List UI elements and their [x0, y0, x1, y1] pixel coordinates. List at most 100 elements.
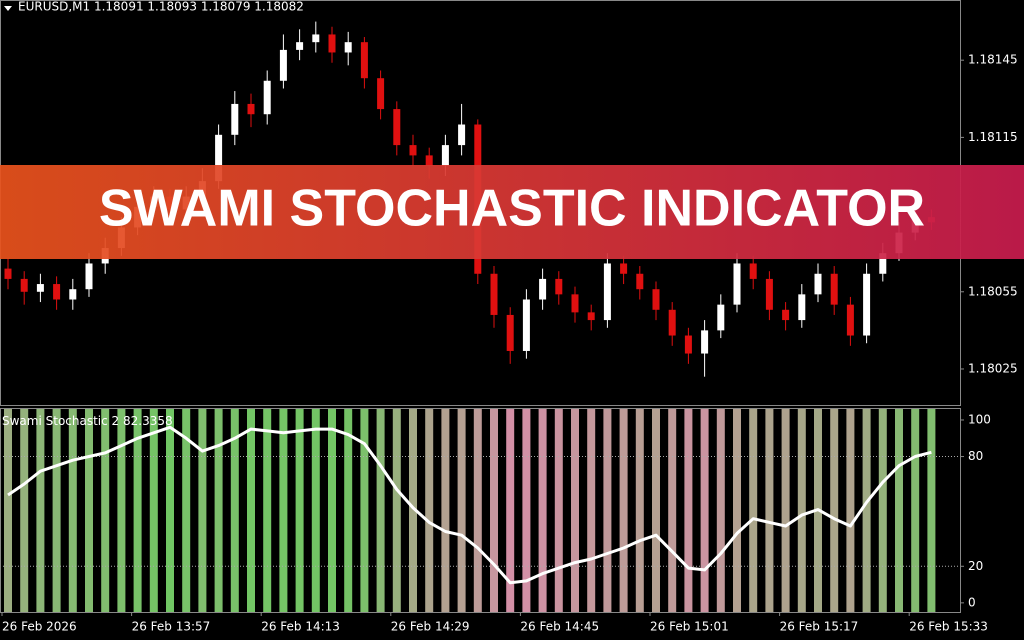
y-tick-label: 100 — [968, 412, 991, 426]
indicator-bar — [409, 409, 417, 612]
candle-body — [279, 49, 287, 81]
indicator-bar — [716, 409, 725, 612]
candle-body — [20, 278, 28, 292]
indicator-bar — [133, 409, 142, 612]
candle-body — [717, 304, 725, 331]
candle-body — [539, 278, 547, 300]
candle-body — [409, 145, 417, 156]
indicator-bar — [797, 409, 806, 612]
candle-body — [863, 273, 871, 336]
candle-body — [620, 263, 628, 274]
indicator-bar — [198, 409, 207, 612]
candle-body — [733, 263, 741, 305]
indicator-bar — [247, 409, 255, 612]
indicator-bar — [392, 409, 401, 612]
indicator-bar — [765, 409, 774, 612]
indicator-bar — [101, 409, 110, 612]
x-tick-label: 26 Feb 15:17 — [780, 620, 859, 634]
indicator-bar — [214, 409, 223, 612]
indicator-bar — [376, 409, 385, 612]
banner-text: SWAMI STOCHASTIC INDICATOR — [99, 180, 925, 238]
y-tick-label: 80 — [968, 449, 983, 463]
indicator-bar — [749, 409, 758, 612]
candle-body — [798, 294, 806, 321]
indicator-bar — [4, 409, 12, 612]
candle-body — [814, 273, 822, 295]
indicator-bar — [668, 409, 677, 612]
candle-body — [312, 34, 320, 43]
indicator-bar — [457, 409, 466, 612]
symbol-title: EURUSD,M1 1.18091 1.18093 1.18079 1.1808… — [18, 0, 304, 14]
indicator-value: 82.3358 — [123, 414, 173, 428]
indicator-bar — [700, 409, 709, 612]
candle-body — [425, 155, 433, 166]
indicator-bar — [117, 409, 126, 612]
indicator-bar — [311, 409, 320, 612]
candle-body — [441, 145, 449, 166]
y-tick-label: 20 — [968, 559, 983, 573]
candle-body — [490, 273, 498, 315]
indicator-bar — [295, 409, 304, 612]
indicator-bar — [733, 409, 741, 612]
indicator-bar — [182, 409, 191, 612]
candle-body — [506, 314, 514, 351]
candle-body — [603, 263, 611, 321]
candle-body — [749, 263, 757, 279]
indicator-bar — [230, 409, 239, 612]
candle-body — [393, 109, 401, 146]
indicator-bar — [635, 409, 644, 612]
indicator-bar — [781, 409, 790, 612]
candle-body — [587, 312, 595, 321]
indicator-bar — [506, 409, 515, 612]
indicator-bar — [895, 409, 903, 612]
indicator-bar — [344, 409, 353, 612]
x-tick-label: 26 Feb 14:13 — [261, 620, 340, 634]
indicator-bar — [571, 409, 579, 612]
indicator-bar — [862, 409, 871, 612]
candle-body — [247, 103, 255, 115]
candle-body — [328, 34, 336, 53]
indicator-bar — [522, 409, 531, 612]
candle-body — [53, 284, 61, 300]
indicator-title: Swami Stochastic 2 82.3358 — [2, 414, 173, 428]
candle-body — [231, 103, 239, 135]
candle-body — [458, 124, 466, 146]
indicator-bar — [652, 409, 660, 612]
y-tick-label: 1.18055 — [968, 284, 1018, 298]
y-tick-label: 1.18115 — [968, 130, 1018, 144]
indicator-bar — [911, 409, 920, 612]
indicator-bar — [279, 409, 288, 612]
candle-body — [263, 80, 271, 115]
candle-body — [830, 273, 838, 305]
x-tick-label: 26 Feb 14:29 — [391, 620, 470, 634]
candle-body — [684, 335, 692, 354]
x-tick-label: 26 Feb 15:33 — [909, 620, 988, 634]
candle-body — [668, 309, 676, 336]
indicator-bar — [360, 409, 369, 612]
indicator-bar — [328, 409, 336, 612]
y-tick-label: 0 — [968, 595, 976, 609]
indicator-bar — [52, 409, 61, 612]
candle-body — [36, 284, 44, 292]
candle-body — [636, 273, 644, 290]
indicator-bar — [846, 409, 855, 612]
indicator-bar — [490, 409, 498, 612]
candle-body — [360, 42, 368, 79]
indicator-bar — [587, 409, 596, 612]
x-tick-label: 26 Feb 13:57 — [132, 620, 211, 634]
candle-body — [782, 309, 790, 321]
candle-body — [701, 330, 709, 354]
indicator-frame — [0, 408, 961, 613]
candle-body — [344, 42, 352, 53]
candle-body — [215, 134, 223, 182]
indicator-bar — [878, 409, 887, 612]
indicator-bar — [927, 409, 936, 612]
indicator-bar — [554, 409, 563, 612]
indicator-bar — [36, 409, 45, 612]
indicator-bar — [166, 409, 174, 612]
indicator-bar — [263, 409, 272, 612]
indicator-bar — [441, 409, 450, 612]
candle-body — [69, 289, 77, 300]
candle-body — [296, 42, 304, 50]
